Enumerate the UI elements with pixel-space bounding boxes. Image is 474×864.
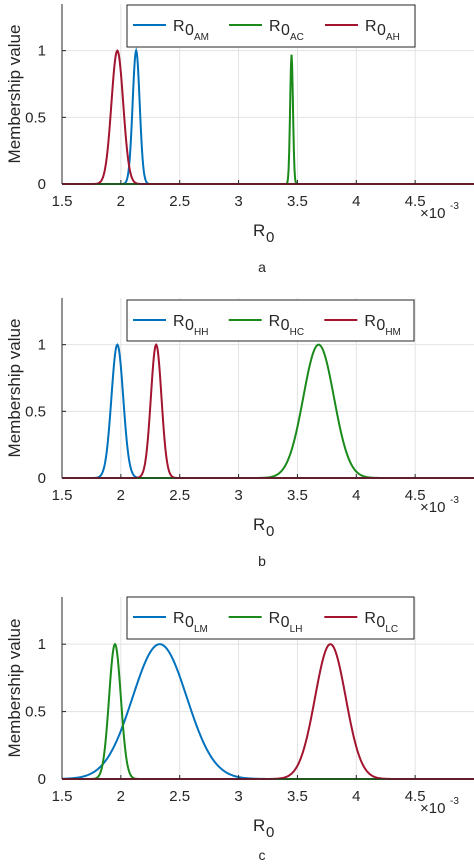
x-axis-label: R [253, 221, 265, 240]
legend-label-subscript: 0 [185, 614, 194, 631]
legend-label-subscript: 0 [281, 614, 290, 631]
legend-label-subscript: 0 [281, 317, 290, 334]
legend-label-subsubscript: HM [385, 327, 401, 338]
x-axis-label: R [253, 515, 265, 534]
legend-label-subsubscript: AM [194, 32, 209, 43]
y-tick-label: 0.5 [25, 403, 46, 420]
y-tick-label: 0.5 [25, 704, 46, 721]
x-tick-label: 4.5 [405, 193, 426, 210]
x-tick-label: 4.5 [405, 788, 426, 805]
legend-label: R [269, 610, 281, 627]
y-tick-label: 0.5 [25, 109, 46, 126]
y-tick-label: 1 [38, 636, 46, 653]
x-tick-label: 4 [352, 487, 360, 504]
legend-label: R [364, 313, 376, 330]
legend-label-subsubscript: HH [194, 327, 208, 338]
x-tick-label: 2.5 [169, 487, 190, 504]
y-tick-label: 0 [38, 771, 46, 788]
x-tick-label: 2.5 [169, 193, 190, 210]
panel-caption: c [259, 847, 266, 863]
x-axis-label-subscript: 0 [266, 229, 274, 246]
legend-label: R [365, 18, 377, 35]
legend: R 0 AMR 0 ACR 0 AH [126, 4, 416, 48]
x-tick-label: 1.5 [52, 487, 73, 504]
legend-label-subsubscript: HC [290, 327, 304, 338]
legend-label-subscript: 0 [376, 614, 385, 631]
legend-label-subsubscript: LM [194, 624, 208, 635]
x-tick-label: 4 [352, 193, 360, 210]
legend-box [126, 4, 416, 48]
y-tick-label: 1 [38, 337, 46, 354]
x-tick-label: 3.5 [287, 788, 308, 805]
x-axis-label-subscript: 0 [266, 824, 274, 841]
x-tick-label: 1.5 [52, 788, 73, 805]
panel-caption: a [258, 259, 266, 275]
x-axis-label-subscript: 0 [266, 523, 274, 540]
legend-label-subscript: 0 [377, 22, 386, 39]
legend-label-subscript: 0 [281, 22, 290, 39]
y-axis-label: Membership value [5, 319, 24, 458]
x-tick-label: 3 [234, 788, 242, 805]
panel-caption: b [258, 553, 266, 569]
legend-label: R [364, 610, 376, 627]
x-tick-label: 2 [117, 193, 125, 210]
y-tick-label: 0 [38, 176, 46, 193]
legend-label-subsubscript: AH [386, 32, 400, 43]
x-tick-label: 2 [117, 487, 125, 504]
x-tick-label: 4.5 [405, 487, 426, 504]
legend: R 0 HHR 0 HCR 0 HM [126, 299, 415, 342]
legend-box [126, 299, 415, 342]
x-tick-label: 3.5 [287, 193, 308, 210]
legend-label-subscript: 0 [185, 317, 194, 334]
legend-label-subsubscript: LC [385, 624, 398, 635]
x-tick-label: 4 [352, 788, 360, 805]
x-multiplier-exponent: -3 [450, 201, 459, 212]
y-tick-label: 1 [38, 43, 46, 60]
legend-label-subsubscript: LH [290, 624, 303, 635]
y-tick-label: 0 [38, 470, 46, 487]
legend-label-subsubscript: AC [290, 32, 304, 43]
x-axis-label: R [253, 816, 265, 835]
legend-label: R [269, 313, 281, 330]
x-tick-label: 3 [234, 193, 242, 210]
x-tick-label: 3.5 [287, 487, 308, 504]
x-multiplier: ×10 [420, 800, 445, 817]
x-multiplier: ×10 [420, 205, 445, 222]
legend-label: R [173, 313, 185, 330]
x-tick-label: 1.5 [52, 193, 73, 210]
x-tick-label: 3 [234, 487, 242, 504]
x-tick-label: 2 [117, 788, 125, 805]
y-axis-label: Membership value [5, 25, 24, 164]
legend-label-subscript: 0 [376, 317, 385, 334]
x-multiplier-exponent: -3 [450, 495, 459, 506]
x-multiplier-exponent: -3 [450, 796, 459, 807]
x-multiplier: ×10 [420, 499, 445, 516]
legend-label: R [173, 18, 185, 35]
y-axis-label: Membership value [5, 619, 24, 758]
legend: R 0 LMR 0 LHR 0 LC [126, 596, 415, 640]
legend-label: R [173, 610, 185, 627]
legend-box [126, 596, 415, 640]
x-tick-label: 2.5 [169, 788, 190, 805]
legend-label: R [269, 18, 281, 35]
legend-label-subscript: 0 [185, 22, 194, 39]
